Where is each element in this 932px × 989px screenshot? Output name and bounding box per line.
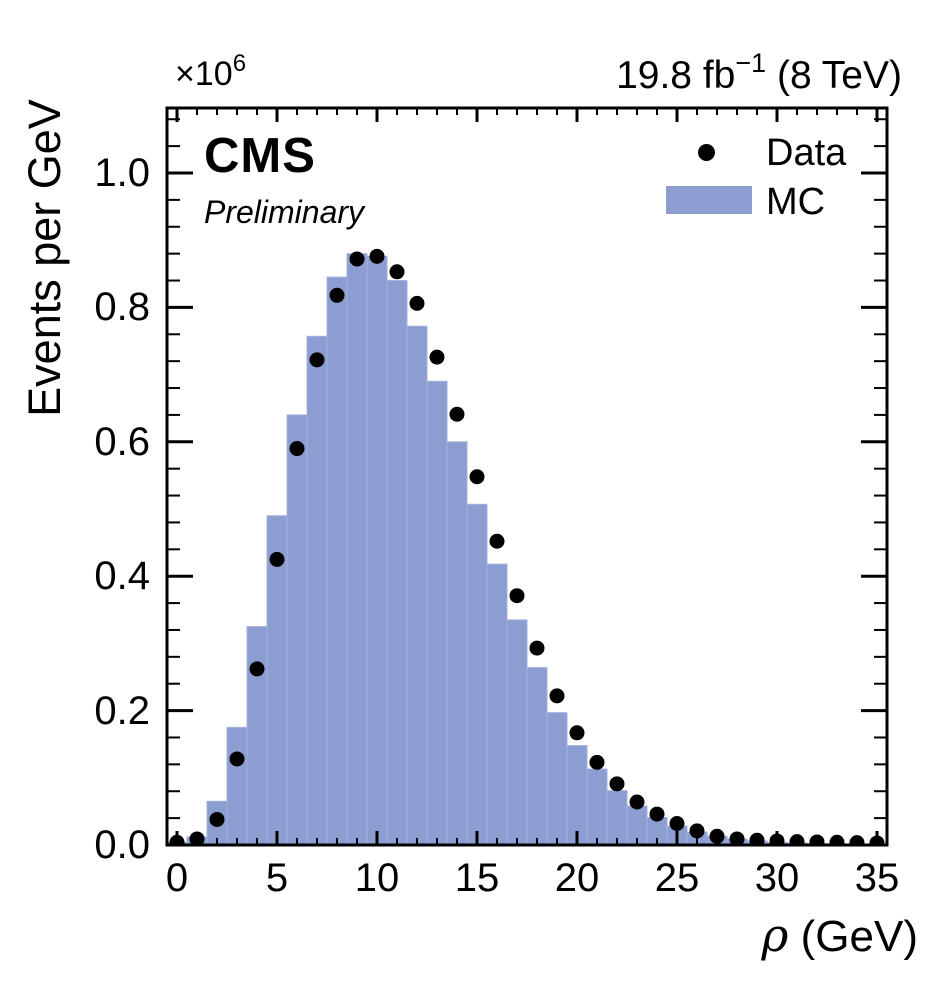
data-point xyxy=(649,806,665,822)
x-tick-label: 35 xyxy=(854,856,900,900)
data-point xyxy=(869,835,885,845)
lumi-suffix: (8 TeV) xyxy=(766,54,902,97)
data-point xyxy=(349,251,365,267)
scale-prefix: ×10 xyxy=(175,55,233,93)
legend-data-marker-icon xyxy=(698,144,715,161)
data-point xyxy=(169,834,185,845)
mc-bar xyxy=(346,253,368,846)
mc-bar xyxy=(526,667,548,846)
data-point xyxy=(749,832,765,845)
data-point xyxy=(409,295,425,311)
data-point xyxy=(289,441,305,457)
lumi-exponent: −1 xyxy=(735,48,767,78)
data-point xyxy=(389,264,405,280)
data-point xyxy=(809,834,825,845)
scale-exponent: 6 xyxy=(232,50,247,77)
data-point xyxy=(729,831,745,845)
data-point xyxy=(489,533,505,549)
data-point xyxy=(209,811,225,827)
mc-bar xyxy=(306,335,328,846)
y-tick-label: 0.4 xyxy=(94,554,150,599)
lumi-prefix: 19.8 fb xyxy=(616,54,736,97)
x-axis-unit: (GeV) xyxy=(788,912,918,961)
x-tick-label: 15 xyxy=(454,856,500,900)
mc-bar xyxy=(446,441,468,846)
mc-bar xyxy=(286,414,308,846)
data-point xyxy=(449,406,465,422)
data-point xyxy=(569,725,585,741)
x-axis-title: ρ (GeV) xyxy=(761,908,918,962)
mc-bar xyxy=(386,280,408,846)
data-point xyxy=(709,828,725,844)
data-point xyxy=(769,833,785,845)
mc-bar xyxy=(466,503,488,846)
y-tick-label: 1.0 xyxy=(94,151,150,195)
rho-symbol: ρ xyxy=(761,908,789,962)
data-point xyxy=(249,661,265,677)
mc-bar xyxy=(246,626,268,846)
mc-bar xyxy=(366,255,388,846)
data-point xyxy=(309,352,325,368)
data-points xyxy=(169,248,885,845)
mc-bar xyxy=(326,276,348,846)
data-point xyxy=(469,469,485,485)
data-point xyxy=(269,551,285,567)
data-point xyxy=(509,588,525,604)
mc-bar xyxy=(406,325,428,846)
mc-bar xyxy=(546,712,568,846)
data-point xyxy=(229,751,245,767)
y-tick-label: 0.0 xyxy=(94,823,150,867)
data-point xyxy=(669,815,685,831)
experiment-status: Preliminary xyxy=(204,194,365,230)
data-point xyxy=(329,287,345,303)
x-tick-label: 0 xyxy=(165,856,189,900)
mc-bar xyxy=(426,380,448,846)
x-tick-label: 10 xyxy=(354,856,400,900)
mc-bar xyxy=(506,619,528,846)
mc-bar xyxy=(606,790,628,846)
experiment-name: CMS xyxy=(204,129,316,183)
data-point xyxy=(629,794,645,810)
mc-bar xyxy=(486,563,508,846)
data-point xyxy=(849,835,865,845)
x-tick-label: 20 xyxy=(554,856,600,900)
data-point xyxy=(609,776,625,792)
data-point xyxy=(549,688,565,704)
legend-mc-label: MC xyxy=(766,181,826,223)
luminosity-energy-label: 19.8 fb−1 (8 TeV) xyxy=(616,48,902,98)
y-tick-label: 0.8 xyxy=(94,285,150,330)
data-point xyxy=(369,248,385,264)
data-point xyxy=(689,823,705,839)
mc-bar xyxy=(586,768,608,846)
data-point xyxy=(789,834,805,845)
data-point xyxy=(829,834,845,845)
mc-bar xyxy=(566,745,588,846)
y-tick-label: 0.2 xyxy=(94,688,150,733)
legend-data-label: Data xyxy=(766,132,847,174)
y-axis-title: Events per GeV xyxy=(19,99,70,417)
data-point xyxy=(429,349,445,365)
mc-bar xyxy=(226,726,248,846)
y-axis-scale-exponent: ×106 xyxy=(175,50,246,94)
legend-mc-swatch-icon xyxy=(666,186,752,214)
x-tick-label: 25 xyxy=(654,856,700,900)
x-tick-label: 5 xyxy=(265,856,289,900)
x-tick-label: 30 xyxy=(754,856,800,900)
data-point xyxy=(589,754,605,770)
data-point xyxy=(529,640,545,656)
plot-frame xyxy=(165,106,889,847)
y-tick-label: 0.6 xyxy=(94,419,150,464)
data-point xyxy=(189,831,205,845)
